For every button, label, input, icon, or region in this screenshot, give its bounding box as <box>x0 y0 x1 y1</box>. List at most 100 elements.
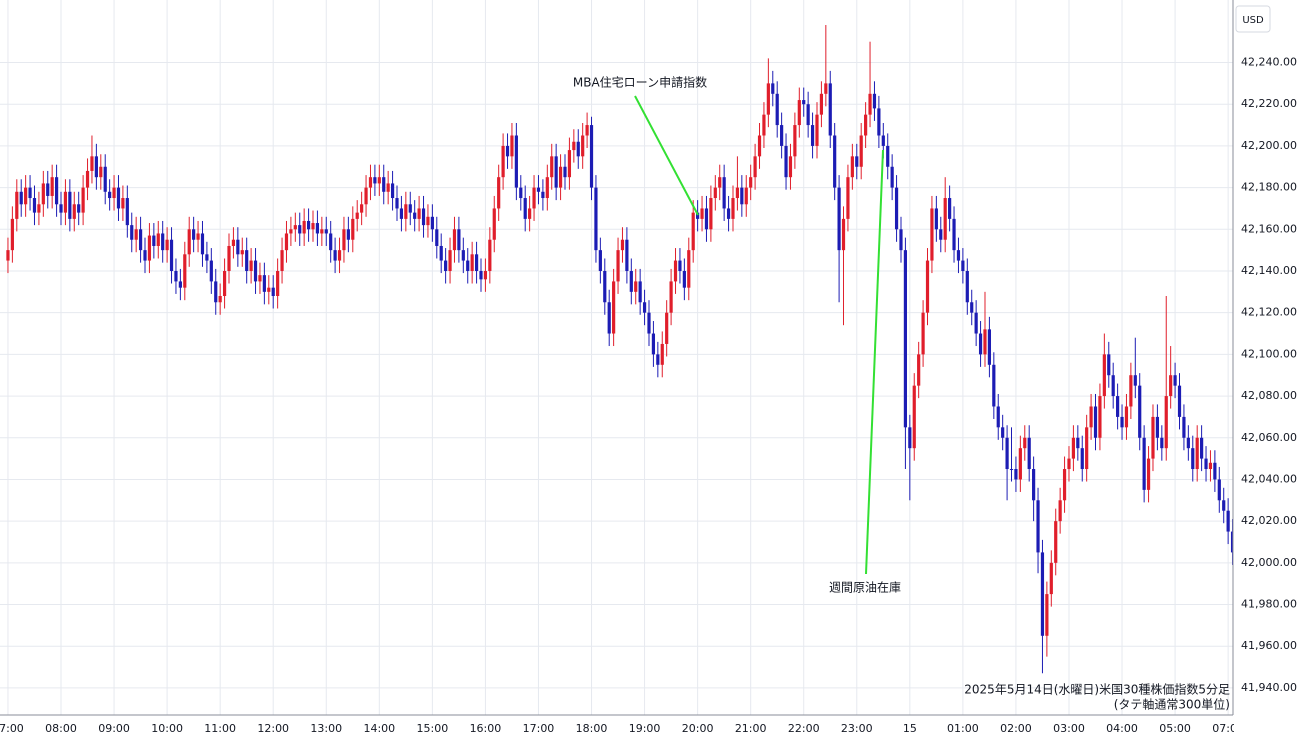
candle-body <box>965 270 969 303</box>
candle-body <box>1005 437 1009 470</box>
candle-body <box>54 177 59 205</box>
candle-body <box>1080 448 1084 470</box>
candle-body <box>1032 469 1036 501</box>
x-tick-label: 15:00 <box>417 722 449 735</box>
candle-body <box>68 191 72 219</box>
candle-body <box>324 229 328 234</box>
candle-body <box>289 229 293 234</box>
candle-body <box>346 229 350 240</box>
candle-body <box>1009 469 1014 471</box>
candle-body <box>921 312 925 355</box>
currency-box <box>1235 5 1271 33</box>
candle-body <box>205 254 209 261</box>
candle-body <box>700 208 704 219</box>
candle-body <box>390 183 395 199</box>
candle-body <box>983 329 987 355</box>
candle-body <box>1045 594 1049 636</box>
candle-body <box>735 187 740 199</box>
candle-body <box>302 220 306 234</box>
candle-body <box>788 156 793 178</box>
candle-body <box>780 125 784 146</box>
candle-body <box>634 281 638 292</box>
x-tick-label: 04:00 <box>1106 722 1138 735</box>
candle-body <box>293 225 297 230</box>
candle-body <box>709 198 713 230</box>
candle-body <box>1177 385 1182 417</box>
candle-body <box>386 183 390 192</box>
candle-body <box>439 245 443 261</box>
currency: USD <box>1242 15 1264 26</box>
candle-body <box>426 216 430 226</box>
candle-body <box>1014 469 1018 480</box>
candle-body <box>948 198 952 219</box>
candle-body <box>1138 385 1142 438</box>
candle-body <box>996 406 1000 428</box>
candle-body <box>28 187 32 199</box>
candle-body <box>222 270 227 297</box>
candle-body <box>837 187 841 251</box>
candle-body <box>178 281 182 288</box>
candle-body <box>806 104 810 126</box>
candle-body <box>665 312 669 344</box>
candle-body <box>1093 406 1098 438</box>
candle-body <box>846 177 850 219</box>
candle-body <box>138 229 143 251</box>
candle-body <box>934 208 938 230</box>
candle-body <box>753 156 757 178</box>
candle-body <box>890 166 894 188</box>
candle-body <box>1018 448 1022 480</box>
candle-body <box>766 83 770 115</box>
candle-body <box>793 125 797 157</box>
candle-body <box>470 254 474 271</box>
candle-body <box>567 150 572 178</box>
candle-body <box>554 156 558 188</box>
candle-body <box>492 208 496 240</box>
candle-body <box>430 216 434 230</box>
candle-body <box>1098 396 1102 438</box>
candle-body <box>147 235 152 261</box>
candle-body <box>536 187 541 192</box>
candle-body <box>1120 416 1124 428</box>
candle-body <box>134 229 138 240</box>
candle-body <box>687 250 691 288</box>
candle-body <box>581 135 585 157</box>
candle-body <box>815 114 819 146</box>
x-tick-label: 13:00 <box>310 722 342 735</box>
candle-body <box>833 135 837 188</box>
candle-body <box>1023 437 1027 449</box>
candle-body <box>952 218 956 251</box>
candle-body <box>1116 396 1120 417</box>
x-tick-label: 01:00 <box>947 722 979 735</box>
candle-body <box>903 250 908 428</box>
candle-body <box>1222 500 1226 511</box>
x-tick-label: 16:00 <box>470 722 502 735</box>
candle-body <box>444 260 448 271</box>
candle-body <box>722 177 726 209</box>
candle-body <box>94 156 98 178</box>
candle-body <box>32 198 37 213</box>
candle-body <box>841 218 846 251</box>
x-tick-label: 18:00 <box>576 722 608 735</box>
candle-body <box>209 260 213 282</box>
candle-body <box>404 204 408 219</box>
candle-body <box>917 354 921 386</box>
y-tick-label: 42,180.00 <box>1241 181 1297 194</box>
candle-body <box>576 141 580 157</box>
candle-body <box>638 281 642 303</box>
candle-body <box>240 250 244 255</box>
x-tick-label: 19:00 <box>629 722 661 735</box>
candle-body <box>165 239 169 251</box>
candle-body <box>620 239 625 251</box>
candle-body <box>528 208 532 219</box>
candle-body <box>757 135 762 157</box>
x-tick-label: 22:00 <box>788 722 820 735</box>
x-tick-label: 10:00 <box>151 722 183 735</box>
annotation-line <box>865 149 884 575</box>
candle-body <box>797 100 801 126</box>
candle-body <box>121 198 125 209</box>
candle-body <box>589 125 594 188</box>
candle-body <box>174 270 178 282</box>
candle-body <box>152 235 156 246</box>
candle-body <box>103 166 107 192</box>
y-tick-label: 42,220.00 <box>1241 97 1297 110</box>
